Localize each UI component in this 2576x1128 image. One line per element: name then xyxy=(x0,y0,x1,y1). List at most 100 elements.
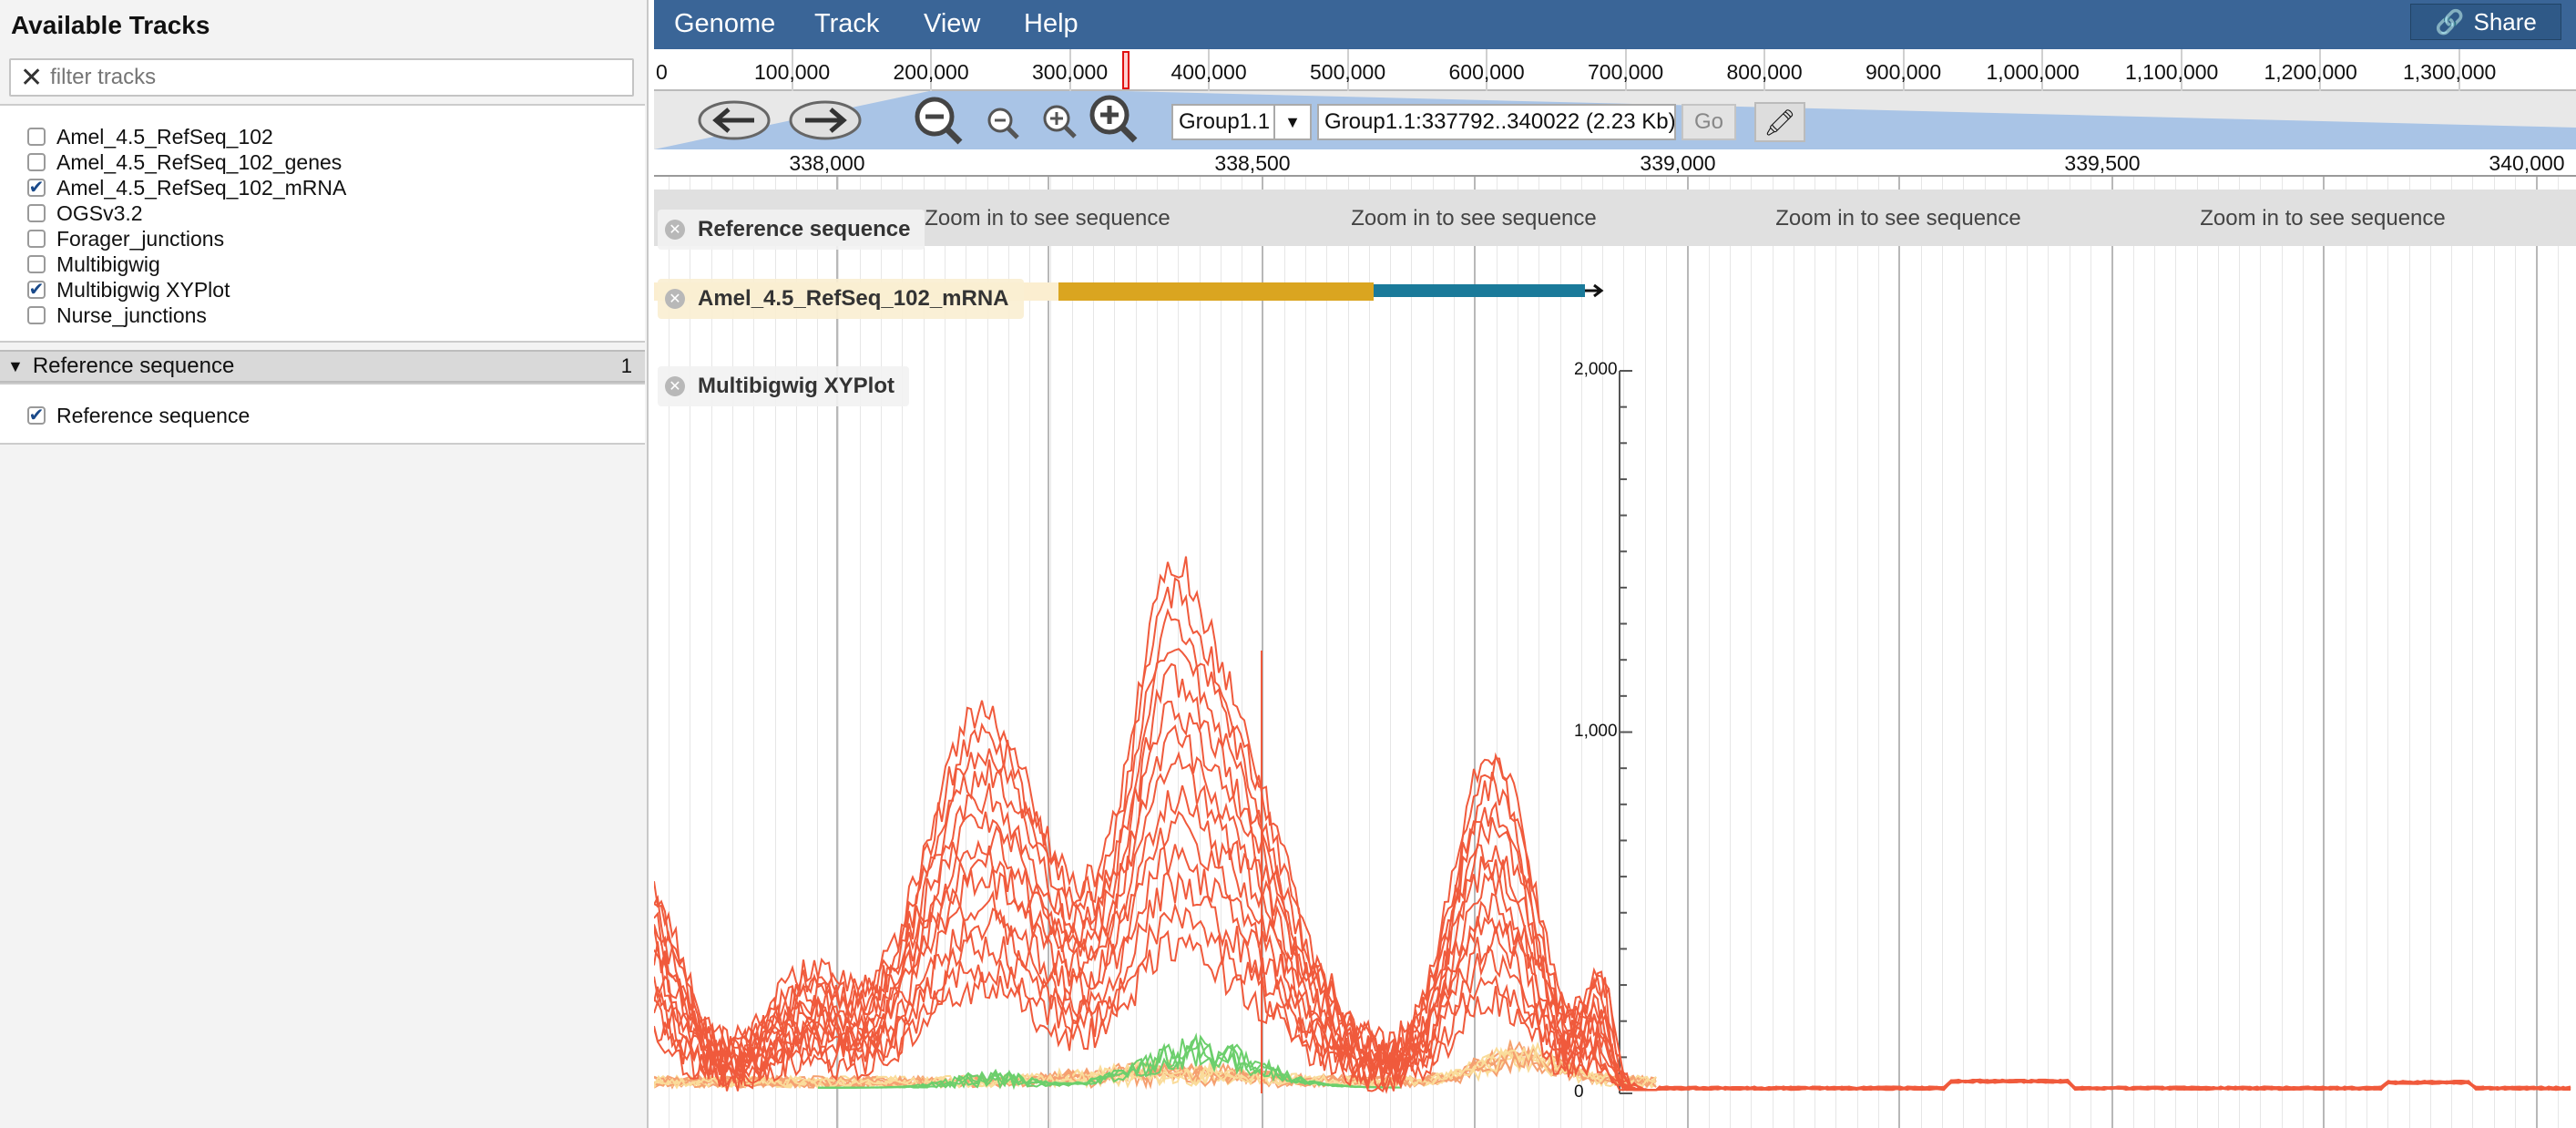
gridline xyxy=(2387,177,2388,1128)
checkbox[interactable] xyxy=(27,306,46,324)
y-tick-label: 1,000 xyxy=(1574,721,1618,741)
checkbox[interactable] xyxy=(27,128,46,146)
track-item-label: Nurse_junctions xyxy=(56,303,207,327)
gridline xyxy=(924,177,925,1128)
chevron-down-icon[interactable]: ▼ xyxy=(1273,106,1310,138)
overview-tick-line xyxy=(1068,49,1071,91)
track-item-reference-sequence[interactable]: ✔ Reference sequence xyxy=(27,403,250,428)
close-track-icon[interactable]: ✕ xyxy=(665,220,685,240)
location-input[interactable]: Group1.1:337792..340022 (2.23 Kb) xyxy=(1317,104,1676,140)
xyplot-series-green xyxy=(818,1035,1401,1091)
track-label-reference-sequence[interactable]: ✕ Reference sequence xyxy=(658,210,925,250)
gridline-major xyxy=(1898,177,1900,1128)
gridline xyxy=(2451,177,2452,1128)
gridline xyxy=(775,177,776,1128)
close-track-icon[interactable]: ✕ xyxy=(665,376,685,396)
checkbox[interactable]: ✔ xyxy=(27,405,46,426)
track-item[interactable]: Nurse_junctions xyxy=(27,303,207,328)
track-area[interactable]: Zoom in to see sequence Zoom in to see se… xyxy=(654,177,2576,1128)
track-item[interactable]: ✔ Multibigwig XYPlot xyxy=(27,277,230,303)
overview-tick-line xyxy=(791,49,793,91)
overview-tick-line xyxy=(1902,49,1905,91)
gridline xyxy=(1093,177,1094,1128)
menu-track[interactable]: Track xyxy=(814,9,880,38)
mrna-feature-utr-right[interactable] xyxy=(1374,284,1585,297)
overview-location-marker[interactable] xyxy=(1122,51,1130,89)
track-item-label: Multibigwig XYPlot xyxy=(56,277,230,302)
gridline xyxy=(2430,177,2431,1128)
zoom-in-message: Zoom in to see sequence xyxy=(1351,206,1597,231)
checkbox[interactable]: ✔ xyxy=(27,280,46,300)
close-track-icon[interactable]: ✕ xyxy=(665,289,685,309)
scale-tick-label: 338,500 xyxy=(1214,151,1291,175)
filter-tracks-input[interactable] xyxy=(50,65,598,90)
menu-help[interactable]: Help xyxy=(1024,9,1078,38)
highlight-button[interactable]: 🖍 xyxy=(1754,102,1805,142)
gridline xyxy=(1411,177,1412,1128)
checkbox[interactable] xyxy=(27,153,46,171)
clear-filter-icon[interactable]: ✕ xyxy=(20,62,44,93)
gridline-major xyxy=(1687,177,1689,1128)
checkbox[interactable] xyxy=(27,204,46,222)
scale-tick-label: 340,000 xyxy=(2489,151,2565,175)
pan-right-button[interactable] xyxy=(787,98,864,142)
zoom-out-icon[interactable] xyxy=(986,106,1022,142)
zoom-in-icon[interactable] xyxy=(1040,102,1080,142)
gridline xyxy=(2558,177,2559,1128)
share-button[interactable]: 🔗 Share xyxy=(2410,4,2561,40)
track-label-mrna[interactable]: ✕ Amel_4.5_RefSeq_102_mRNA xyxy=(658,279,1024,319)
track-label-multibigwig-xyplot[interactable]: ✕ Multibigwig XYPlot xyxy=(658,366,909,406)
filter-box[interactable]: ✕ xyxy=(9,58,634,97)
checkbox[interactable] xyxy=(27,230,46,248)
gridline xyxy=(987,177,988,1128)
gridline xyxy=(2218,177,2219,1128)
overview-tick-line xyxy=(1624,49,1627,91)
zoom-out-more-icon[interactable] xyxy=(911,95,966,146)
overview-scale[interactable]: 0 100,000 200,000 300,000 400,000 500,000 600,… xyxy=(654,49,2576,91)
collapse-triangle-icon[interactable]: ▼ xyxy=(7,356,24,375)
gridline xyxy=(2197,177,2198,1128)
overview-tick-label: 1,300,000 xyxy=(2403,60,2497,84)
gridline xyxy=(1709,177,1710,1128)
overview-tick-label: 0 xyxy=(656,60,668,84)
track-item[interactable]: OGSv3.2 xyxy=(27,200,143,226)
gridline xyxy=(2515,177,2516,1128)
menu-bar: Genome Track View Help 🔗 Share xyxy=(654,0,2576,49)
zoom-in-message: Zoom in to see sequence xyxy=(2200,206,2446,231)
gridline xyxy=(1008,177,1009,1128)
overview-tick-label: 200,000 xyxy=(893,60,969,84)
gridline-major xyxy=(1474,177,1476,1128)
track-item[interactable]: Forager_junctions xyxy=(27,226,224,251)
category-label: Reference sequence xyxy=(32,354,235,378)
xyplot-series-red xyxy=(654,751,2571,1092)
checkbox[interactable]: ✔ xyxy=(27,178,46,198)
track-item[interactable]: Amel_4.5_RefSeq_102 xyxy=(27,124,273,149)
menu-view[interactable]: View xyxy=(924,9,981,38)
menu-genome[interactable]: Genome xyxy=(674,9,776,38)
zoom-in-more-icon[interactable] xyxy=(1086,93,1140,146)
detail-scale-bar[interactable]: 338,000 338,500 339,000 339,500 340,000 xyxy=(654,149,2576,177)
mrna-feature-cds[interactable] xyxy=(1058,282,1374,301)
pan-left-button[interactable] xyxy=(696,98,772,142)
go-button[interactable]: Go xyxy=(1682,104,1736,140)
track-item[interactable]: Multibigwig xyxy=(27,251,160,277)
gridline xyxy=(1645,177,1646,1128)
category-header-reference-sequence[interactable]: ▼ Reference sequence 1 xyxy=(0,350,645,383)
track-item[interactable]: Amel_4.5_RefSeq_102_genes xyxy=(27,149,342,175)
gridline xyxy=(2260,177,2261,1128)
checkbox[interactable] xyxy=(27,255,46,273)
reference-sequence-select[interactable]: Group1.1 ▼ xyxy=(1171,104,1312,140)
gridline xyxy=(753,177,754,1128)
category-track-list: ✔ Reference sequence xyxy=(0,383,645,445)
track-item-label: Amel_4.5_RefSeq_102_genes xyxy=(56,149,342,174)
track-label-text: Multibigwig XYPlot xyxy=(698,374,894,398)
overview-tick-label: 1,000,000 xyxy=(1986,60,2080,84)
gridline xyxy=(1560,177,1561,1128)
highlighter-icon: 🖍 xyxy=(1763,108,1796,137)
track-item[interactable]: ✔ Amel_4.5_RefSeq_102_mRNA xyxy=(27,175,346,200)
link-icon: 🔗 xyxy=(2435,7,2465,36)
overview-tick-label: 1,200,000 xyxy=(2264,60,2357,84)
overview-tick-line xyxy=(1346,49,1349,91)
xyplot-series-low xyxy=(654,1045,1657,1090)
overview-tick-label: 900,000 xyxy=(1866,60,1942,84)
